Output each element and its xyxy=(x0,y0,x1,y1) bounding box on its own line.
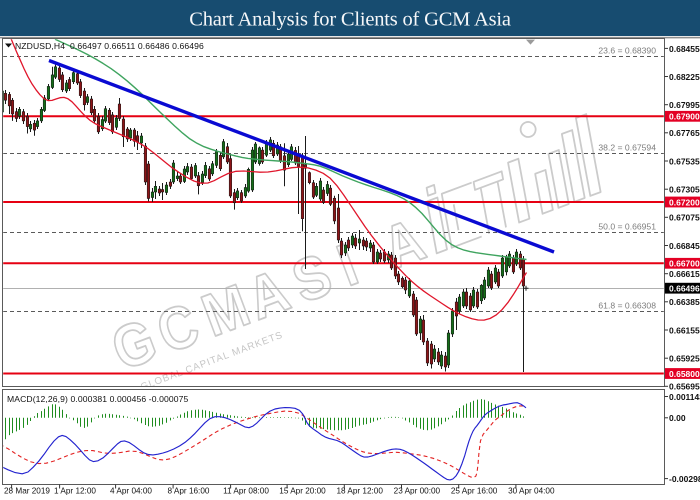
svg-text:Chart Analysis for Clients of: Chart Analysis for Clients of GCM Asia xyxy=(189,9,511,31)
svg-text:0.00: 0.00 xyxy=(669,413,686,423)
svg-text:0.67765: 0.67765 xyxy=(669,128,700,138)
svg-text:23.6 = 0.68390: 23.6 = 0.68390 xyxy=(598,46,656,56)
svg-text:0.001143: 0.001143 xyxy=(669,392,700,402)
svg-text:38.2 = 0.67594: 38.2 = 0.67594 xyxy=(598,143,656,153)
svg-text:0.67200: 0.67200 xyxy=(669,197,700,207)
svg-text:0.68455: 0.68455 xyxy=(669,44,700,54)
svg-text:18 Apr 12:00: 18 Apr 12:00 xyxy=(336,487,383,496)
svg-text:11 Apr 08:00: 11 Apr 08:00 xyxy=(223,487,269,496)
svg-text:28 Mar 2019: 28 Mar 2019 xyxy=(4,487,50,496)
svg-text:0.68225: 0.68225 xyxy=(669,72,700,82)
svg-text:1 Apr 12:00: 1 Apr 12:00 xyxy=(54,487,96,496)
svg-text:0.67075: 0.67075 xyxy=(669,213,700,223)
svg-text:0.66845: 0.66845 xyxy=(669,241,700,251)
svg-text:15 Apr 20:00: 15 Apr 20:00 xyxy=(279,487,326,496)
svg-text:0.67995: 0.67995 xyxy=(669,100,700,110)
svg-text:4 Apr 04:00: 4 Apr 04:00 xyxy=(110,487,152,496)
svg-text:0.65695: 0.65695 xyxy=(669,382,700,392)
svg-text:0.67305: 0.67305 xyxy=(669,185,700,195)
svg-text:25 Apr 16:00: 25 Apr 16:00 xyxy=(451,487,498,496)
svg-text:0.66155: 0.66155 xyxy=(669,325,700,335)
svg-text:0.67535: 0.67535 xyxy=(669,156,700,166)
svg-text:8 Apr 16:00: 8 Apr 16:00 xyxy=(168,487,210,496)
svg-text:0.65800: 0.65800 xyxy=(669,369,700,379)
svg-text:23 Apr 00:00: 23 Apr 00:00 xyxy=(394,487,441,496)
svg-text:0.66615: 0.66615 xyxy=(669,269,700,279)
svg-text:61.8 = 0.66308: 61.8 = 0.66308 xyxy=(598,301,656,311)
svg-text:50.0 = 0.66951: 50.0 = 0.66951 xyxy=(598,222,656,232)
svg-text:0.65925: 0.65925 xyxy=(669,354,700,364)
svg-text:0.66385: 0.66385 xyxy=(669,297,700,307)
svg-text:0.66496: 0.66496 xyxy=(669,284,700,294)
svg-text:0.66700: 0.66700 xyxy=(669,259,700,269)
svg-text:-0.00298: -0.00298 xyxy=(669,474,700,484)
svg-text:MACD(12,26,9) 0.000381 0.00045: MACD(12,26,9) 0.000381 0.000456 -0.00007… xyxy=(7,394,188,404)
svg-text:0.67900: 0.67900 xyxy=(669,112,700,122)
svg-text:30 Apr 04:00: 30 Apr 04:00 xyxy=(508,487,555,496)
svg-text:NZDUSD,H4 0.66497 0.66511 0.6: NZDUSD,H4 0.66497 0.66511 0.66486 0.6649… xyxy=(15,41,204,51)
